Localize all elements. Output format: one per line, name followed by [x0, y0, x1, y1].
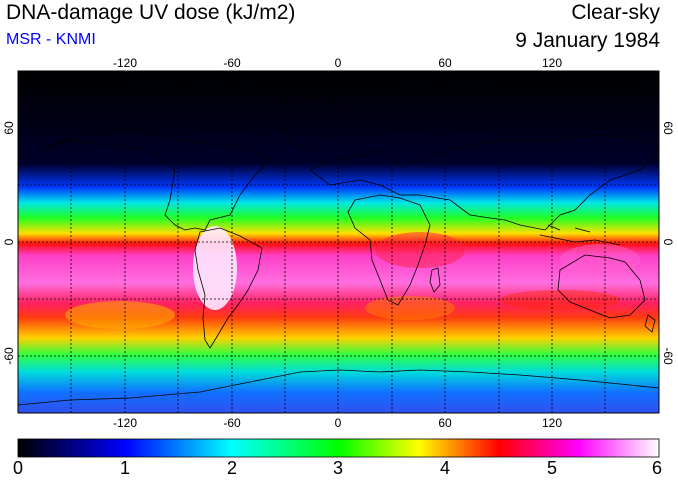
lat-label-left: 60 — [2, 121, 16, 135]
eurasia-coast — [309, 134, 659, 231]
lon-label-top: -120 — [113, 56, 137, 70]
greenland-coast — [279, 94, 346, 151]
lon-label-top: 0 — [335, 56, 342, 70]
colorbar-label: 1 — [119, 458, 131, 478]
lon-label-top: 120 — [542, 56, 562, 70]
lon-label-bottom: 120 — [542, 416, 562, 430]
africa-band — [375, 232, 465, 268]
australia-coast — [557, 254, 646, 319]
south-pacific-band — [65, 301, 175, 329]
source-label: MSR - KNMI — [6, 31, 96, 48]
north-america-coast — [39, 129, 271, 231]
colorbar-label: 4 — [439, 458, 451, 478]
lon-label-bottom: 60 — [438, 416, 452, 430]
south-atlantic-band — [365, 296, 455, 320]
lat-label-right: 0 — [661, 239, 675, 246]
graticule — [18, 71, 659, 413]
lat-label-right: -60 — [661, 347, 675, 365]
lon-label-bottom: -120 — [113, 416, 137, 430]
australia-band — [560, 244, 640, 276]
indian-ocean-band — [500, 290, 620, 310]
map-frame — [17, 70, 660, 414]
sky-condition: Clear-sky — [571, 1, 660, 24]
map-title: DNA-damage UV dose (kJ/m2) — [6, 1, 296, 24]
lat-label-right: 60 — [661, 121, 675, 135]
africa-coast — [347, 194, 431, 306]
date-label: 9 January 1984 — [515, 29, 660, 52]
colorbar — [18, 439, 659, 457]
madagascar-coast — [429, 267, 441, 293]
antarctica-coast — [18, 369, 659, 406]
lon-label-top: 60 — [438, 56, 452, 70]
colorbar-label: 0 — [12, 458, 24, 478]
colorbar-frame — [17, 438, 660, 458]
new-zealand-coast — [644, 314, 656, 333]
coastlines — [18, 94, 659, 406]
lat-label-left: 0 — [2, 238, 16, 245]
lon-label-bottom: -60 — [223, 416, 241, 430]
colorbar-label: 2 — [226, 458, 238, 478]
colorbar-label: 3 — [332, 458, 344, 478]
lon-label-top: -60 — [223, 56, 241, 70]
lon-label-bottom: 0 — [335, 416, 342, 430]
lat-label-left: -60 — [2, 347, 16, 365]
andes-high-dose — [193, 226, 237, 310]
colorbar-label: 6 — [651, 458, 663, 478]
colorbar-label: 5 — [546, 458, 558, 478]
